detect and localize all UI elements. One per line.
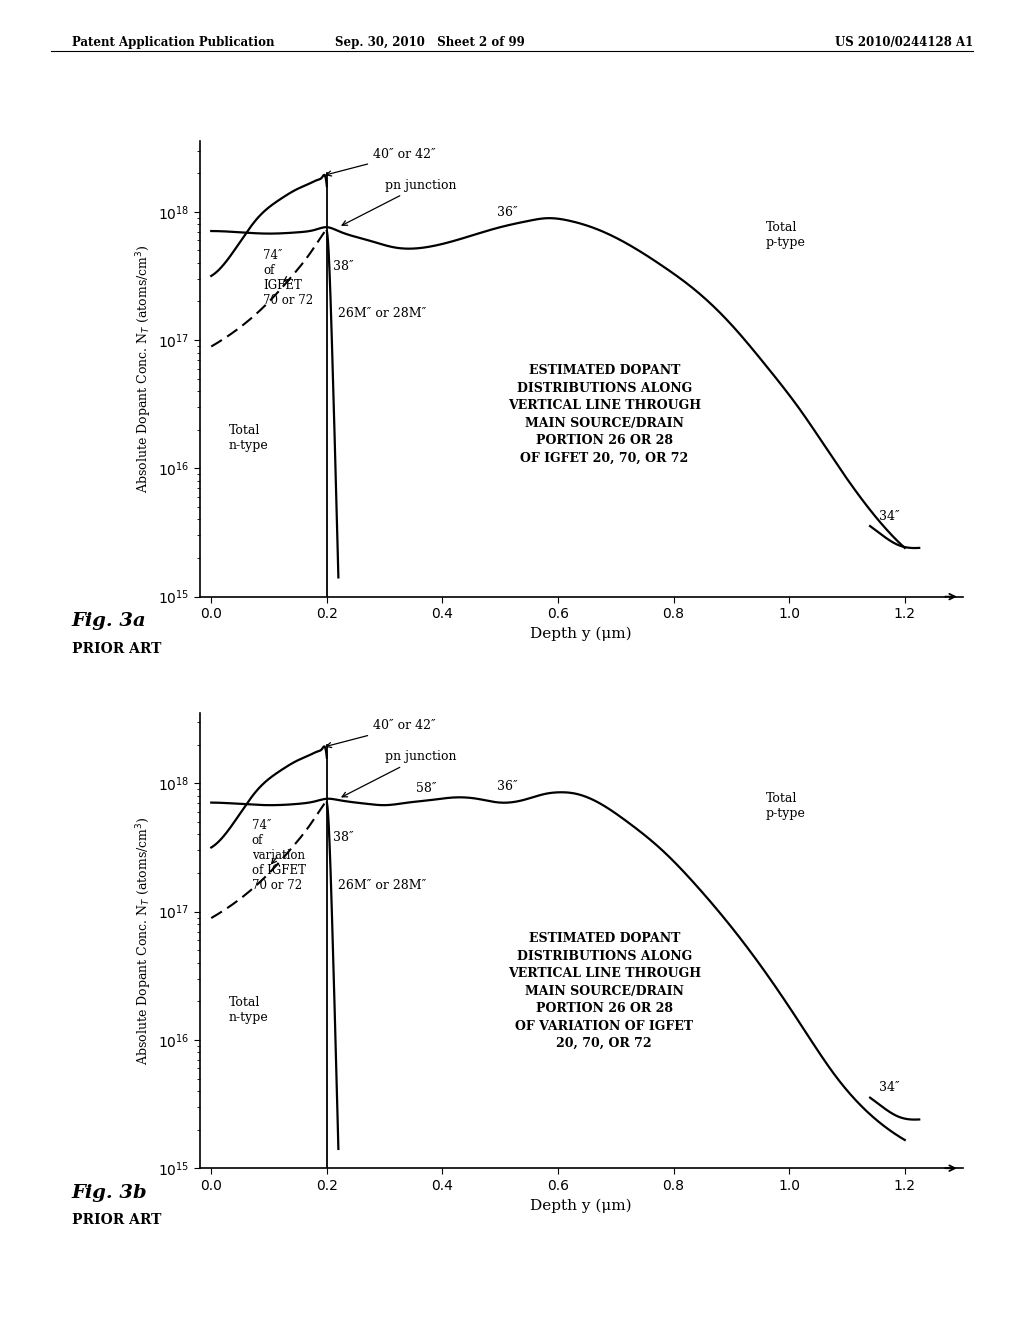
Text: Total
n-type: Total n-type (228, 424, 268, 453)
Text: Total
p-type: Total p-type (766, 220, 806, 249)
Text: 40″ or 42″: 40″ or 42″ (327, 719, 435, 747)
Text: ESTIMATED DOPANT
DISTRIBUTIONS ALONG
VERTICAL LINE THROUGH
MAIN SOURCE/DRAIN
POR: ESTIMATED DOPANT DISTRIBUTIONS ALONG VER… (508, 932, 700, 1051)
Text: Patent Application Publication: Patent Application Publication (72, 36, 274, 49)
X-axis label: Depth y (μm): Depth y (μm) (530, 1199, 632, 1213)
Y-axis label: Absolute Dopant Conc. N$_T$ (atoms/cm$^3$): Absolute Dopant Conc. N$_T$ (atoms/cm$^3… (134, 244, 154, 494)
Text: Sep. 30, 2010   Sheet 2 of 99: Sep. 30, 2010 Sheet 2 of 99 (335, 36, 525, 49)
X-axis label: Depth y (μm): Depth y (μm) (530, 627, 632, 642)
Text: PRIOR ART: PRIOR ART (72, 1213, 161, 1228)
Text: Total
p-type: Total p-type (766, 792, 806, 821)
Text: pn junction: pn junction (342, 750, 456, 797)
Text: 74″
of
IGFET
70 or 72: 74″ of IGFET 70 or 72 (263, 249, 313, 308)
Text: 26M″ or 28M″: 26M″ or 28M″ (338, 879, 427, 891)
Text: 26M″ or 28M″: 26M″ or 28M″ (338, 308, 427, 319)
Text: US 2010/0244128 A1: US 2010/0244128 A1 (835, 36, 973, 49)
Text: Total
n-type: Total n-type (228, 995, 268, 1024)
Text: Fig. 3a: Fig. 3a (72, 612, 146, 631)
Text: pn junction: pn junction (342, 178, 456, 226)
Text: 36″: 36″ (498, 206, 518, 219)
Y-axis label: Absolute Dopant Conc. N$_T$ (atoms/cm$^3$): Absolute Dopant Conc. N$_T$ (atoms/cm$^3… (134, 816, 154, 1065)
Text: 34″: 34″ (879, 1081, 899, 1094)
Text: 74″
of
variation
of IGFET
70 or 72: 74″ of variation of IGFET 70 or 72 (252, 818, 306, 891)
Text: Fig. 3b: Fig. 3b (72, 1184, 147, 1203)
Text: 58″: 58″ (417, 783, 437, 796)
Text: 38″: 38″ (333, 260, 353, 272)
Text: 36″: 36″ (498, 780, 518, 793)
Text: 40″ or 42″: 40″ or 42″ (327, 148, 435, 176)
Text: 34″: 34″ (879, 510, 899, 523)
Text: ESTIMATED DOPANT
DISTRIBUTIONS ALONG
VERTICAL LINE THROUGH
MAIN SOURCE/DRAIN
POR: ESTIMATED DOPANT DISTRIBUTIONS ALONG VER… (508, 364, 700, 465)
Text: PRIOR ART: PRIOR ART (72, 642, 161, 656)
Text: 38″: 38″ (333, 832, 353, 843)
